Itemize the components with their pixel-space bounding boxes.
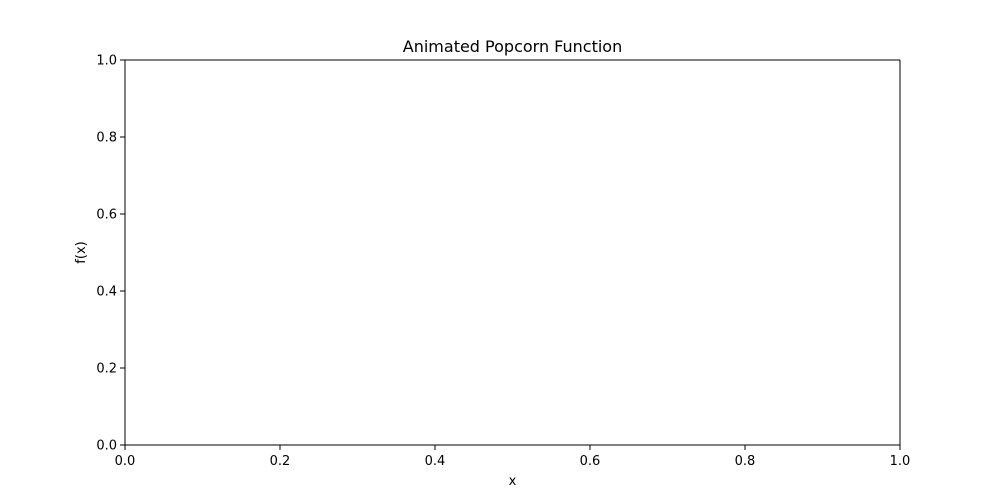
- x-axis-ticks: 0.0 0.2 0.4 0.6 0.8 1.0: [115, 445, 911, 469]
- y-tick-label: 0.8: [96, 131, 117, 146]
- y-tick-label: 0.4: [96, 285, 117, 300]
- x-tick-label: 1.0: [890, 454, 911, 469]
- y-axis-ticks: 0.0 0.2 0.4 0.6 0.8 1.0: [96, 54, 125, 454]
- plot-area: [124, 59, 901, 446]
- chart-title: Animated Popcorn Function: [403, 37, 622, 56]
- y-axis-label: f(x): [74, 241, 89, 263]
- x-tick-label: 0.8: [735, 454, 756, 469]
- y-tick-label: 0.2: [96, 362, 117, 377]
- x-axis-label: x: [509, 474, 517, 489]
- x-tick-label: 0.2: [270, 454, 291, 469]
- x-tick-label: 0.4: [425, 454, 446, 469]
- y-tick-label: 1.0: [96, 54, 117, 69]
- y-tick-label: 0.6: [96, 208, 117, 223]
- x-tick-label: 0.0: [115, 454, 136, 469]
- x-tick-label: 0.6: [580, 454, 601, 469]
- axes-background: [125, 60, 900, 445]
- y-tick-label: 0.0: [96, 439, 117, 454]
